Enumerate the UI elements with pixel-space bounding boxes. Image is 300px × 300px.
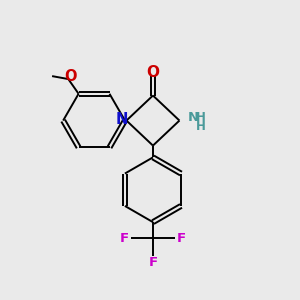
Text: O: O bbox=[146, 65, 159, 80]
Text: H: H bbox=[196, 110, 206, 124]
Text: N: N bbox=[116, 112, 128, 128]
Text: N: N bbox=[188, 110, 199, 124]
Text: F: F bbox=[177, 232, 186, 245]
Text: H: H bbox=[196, 120, 206, 133]
Text: F: F bbox=[148, 256, 158, 269]
Text: F: F bbox=[120, 232, 129, 245]
Text: O: O bbox=[64, 69, 77, 84]
